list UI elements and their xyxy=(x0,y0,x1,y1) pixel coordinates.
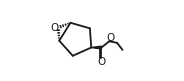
Text: O: O xyxy=(51,23,59,33)
Polygon shape xyxy=(91,46,101,49)
Text: O: O xyxy=(97,57,106,67)
Text: O: O xyxy=(106,33,114,43)
